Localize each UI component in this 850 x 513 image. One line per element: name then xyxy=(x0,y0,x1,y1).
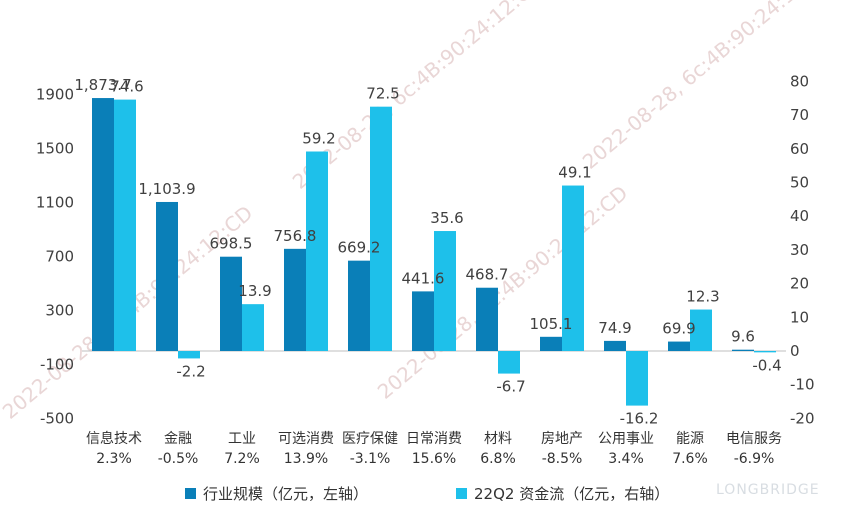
bar-left-2 xyxy=(220,256,242,351)
legend-label-left: 行业规模（亿元，左轴） xyxy=(203,485,368,503)
category-note: 7.6% xyxy=(672,451,708,467)
y-right-tick-label: 10 xyxy=(790,308,809,326)
bar-left-7 xyxy=(540,336,562,351)
y-left-tick-label: 1100 xyxy=(36,194,74,212)
data-label-left: 441.6 xyxy=(402,269,445,287)
y-axis-left: 1900 1500 1100 700 300 -100 -500 xyxy=(36,86,74,428)
bar-right-5 xyxy=(434,231,456,351)
category-label: 房地产 xyxy=(541,431,583,447)
data-label-layer: 1,873.774.6 1,103.9 -2.2 698.5 13.9 756.8 59.2… xyxy=(74,76,781,428)
category-label: 电信服务 xyxy=(726,431,782,447)
y-right-tick-label: 50 xyxy=(790,174,809,192)
bar-right-6 xyxy=(498,351,520,374)
category-note: 6.8% xyxy=(480,451,516,467)
y-right-tick-label: 60 xyxy=(790,140,809,158)
category-note: -8.5% xyxy=(542,451,583,467)
data-label-left: 468.7 xyxy=(466,266,509,284)
category-label: 信息技术 xyxy=(86,430,142,447)
data-label-left: 9.6 xyxy=(731,328,755,346)
data-label-right: -16.2 xyxy=(620,410,659,428)
category-note: 7.2% xyxy=(224,451,260,467)
category-label: 金融 xyxy=(164,431,192,447)
category-label: 可选消费 xyxy=(278,431,334,447)
data-label-left: 1,873.7 xyxy=(74,76,131,94)
category-label: 材料 xyxy=(484,431,512,447)
bar-left-8 xyxy=(604,340,626,351)
y-right-tick-label: 80 xyxy=(790,72,809,90)
data-label-left: 1,103.9 xyxy=(138,180,195,198)
bar-right-1 xyxy=(178,351,200,359)
bar-right-3 xyxy=(306,151,328,351)
bar-right-0 xyxy=(114,99,136,352)
bar-right-10 xyxy=(754,351,776,353)
category-note: -0.5% xyxy=(158,451,199,467)
bar-right-9 xyxy=(690,309,712,351)
data-label-right: 49.1 xyxy=(558,164,591,182)
bar-left-0 xyxy=(92,98,114,351)
category-note: 3.4% xyxy=(608,451,644,467)
category-note: 15.6% xyxy=(412,451,456,467)
category-axis: 信息技术 2.3% 金融 -0.5% 工业 7.2% 可选消费 13.9% 医疗保健 -3.1% 日… xyxy=(86,430,782,467)
brand-watermark: LONGBRIDGE xyxy=(716,482,820,498)
y-right-tick-label: -20 xyxy=(790,409,815,427)
bar-layer xyxy=(92,98,776,406)
legend: 行业规模（亿元，左轴） 22Q2 资金流（亿元，右轴） xyxy=(185,485,669,503)
y-left-tick-label: 300 xyxy=(45,302,74,320)
legend-swatch-right xyxy=(456,488,467,499)
y-left-tick-label: 700 xyxy=(45,248,74,266)
y-axis-right: 80 70 60 50 40 30 20 10 0 -10 -20 xyxy=(790,72,815,427)
category-label: 公用事业 xyxy=(598,431,654,447)
category-note: 2.3% xyxy=(96,451,132,467)
y-right-tick-label: 30 xyxy=(790,241,809,259)
y-left-tick-label: -100 xyxy=(40,356,74,374)
data-label-right: 12.3 xyxy=(686,288,719,306)
data-label-right: -0.4 xyxy=(752,356,781,374)
data-label-right: 72.5 xyxy=(366,85,399,103)
data-label-right: -6.7 xyxy=(496,378,525,396)
bar-left-6 xyxy=(476,287,498,351)
legend-label-right: 22Q2 资金流（亿元，右轴） xyxy=(474,485,669,503)
data-label-right: 74.6 xyxy=(110,78,143,96)
y-right-tick-label: 0 xyxy=(790,342,800,360)
bar-left-4 xyxy=(348,260,370,351)
data-label-right: 35.6 xyxy=(430,209,463,227)
y-left-tick-label: 1500 xyxy=(36,140,74,158)
data-label-left: 74.9 xyxy=(598,319,631,337)
y-right-tick-label: 20 xyxy=(790,275,809,293)
y-right-tick-label: 40 xyxy=(790,207,809,225)
data-label-right: 59.2 xyxy=(302,129,335,147)
bar-right-8 xyxy=(626,351,648,406)
y-right-tick-label: 70 xyxy=(790,106,809,124)
y-right-tick-label: -10 xyxy=(790,376,815,394)
data-label-left: 69.9 xyxy=(662,320,695,338)
category-label: 日常消费 xyxy=(406,431,462,447)
legend-swatch-left xyxy=(185,488,196,499)
data-label-right: 13.9 xyxy=(238,282,271,300)
data-label-left: 698.5 xyxy=(210,235,253,253)
bar-right-7 xyxy=(562,185,584,351)
data-label-left: 105.1 xyxy=(530,315,573,333)
bar-right-4 xyxy=(370,106,392,351)
data-label-right: -2.2 xyxy=(176,362,205,380)
category-note: 13.9% xyxy=(284,451,328,467)
data-label-left: 756.8 xyxy=(274,227,317,245)
y-left-tick-label: 1900 xyxy=(36,86,74,104)
bar-left-1 xyxy=(156,201,178,351)
data-label-left: 669.2 xyxy=(338,239,381,257)
category-label: 医疗保健 xyxy=(342,431,398,447)
bar-right-2 xyxy=(242,304,264,351)
category-note: -6.9% xyxy=(734,451,775,467)
bar-left-9 xyxy=(668,341,690,351)
category-note: -3.1% xyxy=(350,451,391,467)
y-left-tick-label: -500 xyxy=(40,410,74,428)
category-label: 能源 xyxy=(676,431,704,447)
bar-left-3 xyxy=(284,248,306,351)
bar-left-5 xyxy=(412,291,434,351)
bar-left-10 xyxy=(732,349,754,351)
category-label: 工业 xyxy=(228,431,256,447)
